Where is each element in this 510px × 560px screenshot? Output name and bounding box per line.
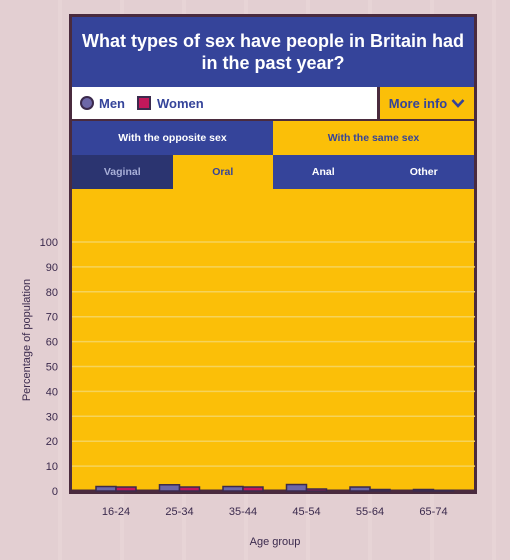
- men-marker-icon: [80, 96, 94, 110]
- women-marker-icon: [137, 96, 151, 110]
- y-tick-label: 90: [46, 262, 58, 274]
- x-tick-label: 25-34: [165, 506, 193, 518]
- legend-women-label: Women: [157, 95, 204, 111]
- x-tick-label: 16-24: [102, 506, 130, 518]
- y-tick-label: 80: [46, 287, 58, 299]
- bars: [95, 483, 455, 492]
- tab-oral[interactable]: Oral: [172, 155, 273, 189]
- bar-men-55-64: [349, 486, 371, 492]
- tab-other[interactable]: Other: [373, 155, 474, 189]
- legend: Men Women: [72, 87, 380, 119]
- y-tick-label: 40: [46, 386, 58, 398]
- bar-men-35-44: [222, 485, 244, 492]
- bar-men-65-74: [412, 488, 435, 492]
- y-tick-labels: 0 10 20 30 40 50 60 70 80 90 100: [40, 237, 58, 498]
- bar-women-35-44: [242, 486, 264, 492]
- y-tick-label: 30: [46, 411, 58, 423]
- bar-women-16-24: [115, 486, 137, 492]
- more-info-label: More info: [388, 95, 448, 111]
- chart-card: What types of sex have people in Britain…: [69, 14, 477, 494]
- x-tick-labels: 16-24 25-34 35-44 45-54 55-64 65-74: [102, 506, 448, 518]
- bar-women-45-54: [305, 488, 328, 492]
- type-tabs: Vaginal Oral Anal Other: [72, 155, 474, 189]
- x-tick-label: 45-54: [292, 506, 320, 518]
- bar-men-25-34: [158, 484, 181, 492]
- x-tick-label: 35-44: [229, 506, 257, 518]
- tab-vaginal[interactable]: Vaginal: [72, 155, 173, 189]
- y-tick-label: 60: [46, 337, 58, 349]
- chevron-down-icon: [451, 99, 465, 108]
- tab-anal[interactable]: Anal: [273, 155, 374, 189]
- y-tick-label: 0: [52, 486, 58, 498]
- y-tick-label: 10: [46, 461, 58, 473]
- bar-men-16-24: [95, 485, 117, 492]
- y-tick-label: 50: [46, 362, 58, 374]
- y-tick-label: 70: [46, 312, 58, 324]
- grid-lines: [72, 241, 475, 493]
- x-tick-label: 55-64: [356, 506, 384, 518]
- y-tick-label: 20: [46, 436, 58, 448]
- x-tick-label: 65-74: [419, 506, 447, 518]
- bar-women-55-64: [369, 488, 391, 492]
- y-axis-label: Percentage of population: [21, 279, 33, 401]
- tab-opposite-sex[interactable]: With the opposite sex: [72, 121, 273, 155]
- legend-men-label: Men: [99, 95, 125, 111]
- x-axis-label: Age group: [250, 536, 301, 548]
- legend-item-men: Men: [80, 96, 125, 111]
- legend-row: Men Women More info: [72, 87, 474, 122]
- y-tick-label: 100: [40, 237, 58, 249]
- legend-item-women: Women: [137, 96, 204, 111]
- sex-tabs: With the opposite sex With the same sex: [72, 121, 474, 155]
- bar-men-45-54: [285, 483, 308, 492]
- chart-title: What types of sex have people in Britain…: [72, 17, 474, 90]
- tab-same-sex[interactable]: With the same sex: [273, 121, 474, 155]
- more-info-button[interactable]: More info: [380, 87, 474, 119]
- bar-women-25-34: [178, 486, 201, 492]
